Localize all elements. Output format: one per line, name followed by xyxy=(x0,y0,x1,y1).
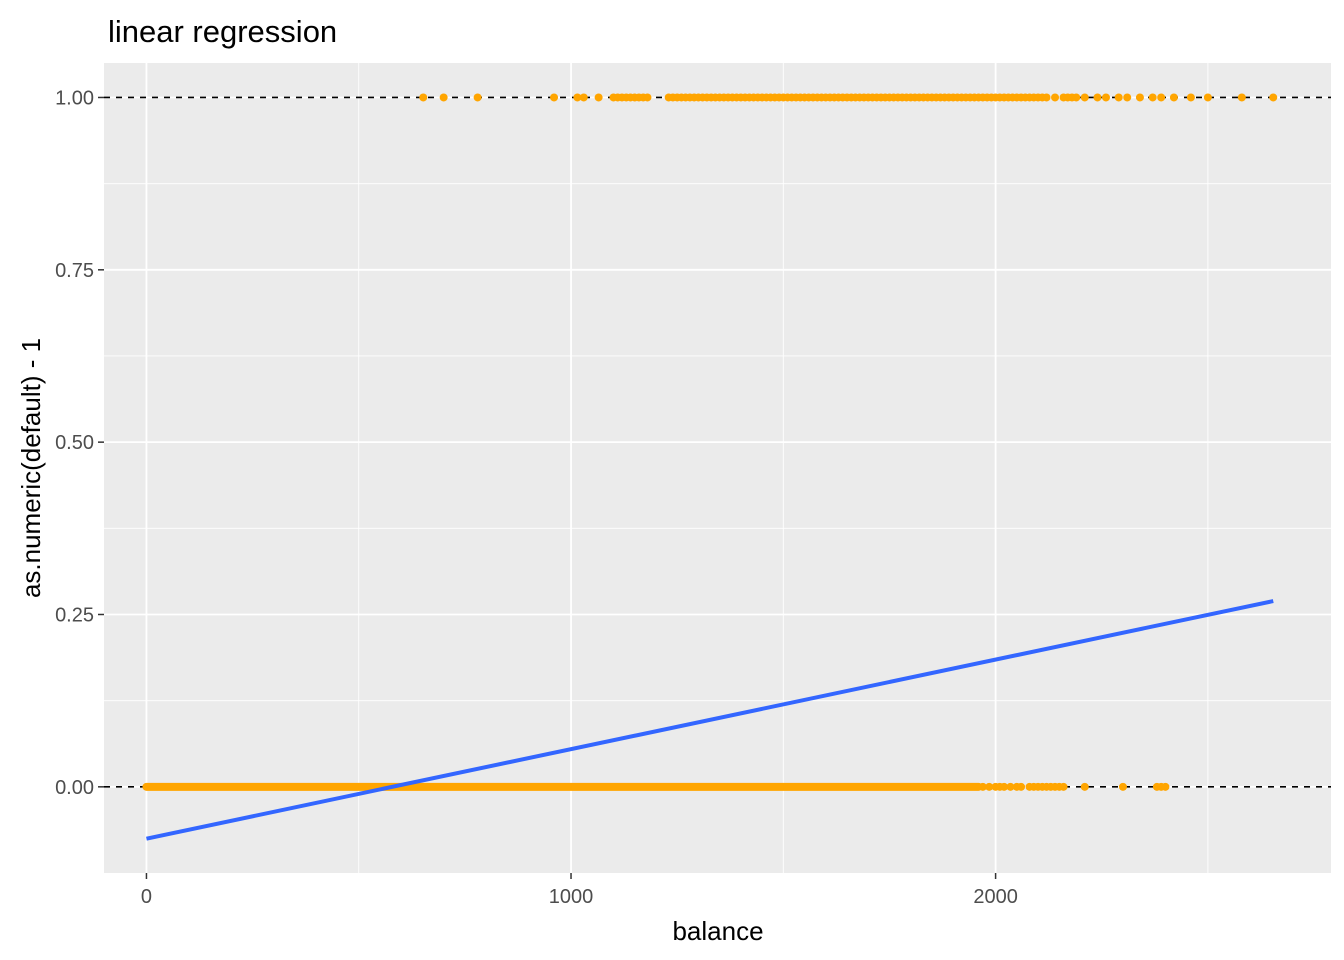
data-point xyxy=(1123,93,1132,102)
data-point xyxy=(1203,93,1212,102)
data-point xyxy=(1135,93,1144,102)
data-point xyxy=(643,93,652,102)
data-point xyxy=(1080,93,1089,102)
data-point xyxy=(1101,93,1110,102)
data-point xyxy=(439,93,448,102)
data-point xyxy=(1157,93,1166,102)
data-point xyxy=(1237,93,1246,102)
chart-title: linear regression xyxy=(108,14,337,49)
plot-panel xyxy=(104,63,1331,873)
y-axis: 0.00 0.25 0.50 0.75 1.00 xyxy=(55,87,104,799)
data-point xyxy=(978,782,987,791)
y-tick-label: 0.50 xyxy=(55,432,94,454)
x-axis: 0 1000 2000 xyxy=(141,873,1018,908)
regression-fit xyxy=(146,599,1274,841)
data-point xyxy=(1042,93,1051,102)
data-point xyxy=(1080,782,1089,791)
data-point xyxy=(1059,782,1068,791)
data-point xyxy=(1269,93,1278,102)
data-points xyxy=(142,93,1278,791)
data-point xyxy=(573,93,582,102)
data-point xyxy=(1118,782,1127,791)
data-point xyxy=(1114,93,1123,102)
data-point xyxy=(985,782,994,791)
data-point xyxy=(1006,782,1015,791)
data-point xyxy=(1148,93,1157,102)
y-tick-label: 0.75 xyxy=(55,260,94,282)
data-point xyxy=(473,93,482,102)
data-point xyxy=(1093,93,1102,102)
y-tick-label: 0.00 xyxy=(55,777,94,799)
data-point xyxy=(1017,782,1026,791)
x-tick-label: 1000 xyxy=(549,886,594,908)
data-point xyxy=(419,93,428,102)
x-axis-title: balance xyxy=(672,916,763,946)
data-point xyxy=(1186,93,1195,102)
regression-line xyxy=(146,599,1274,841)
data-point-band xyxy=(142,782,983,791)
data-point xyxy=(1000,782,1009,791)
y-tick-label: 1.00 xyxy=(55,87,94,109)
data-point xyxy=(1169,93,1178,102)
x-tick-label: 0 xyxy=(141,886,152,908)
y-tick-label: 0.25 xyxy=(55,604,94,626)
data-point xyxy=(1161,782,1170,791)
data-point xyxy=(1072,93,1081,102)
x-tick-label: 2000 xyxy=(973,886,1018,908)
data-point xyxy=(579,93,588,102)
data-point xyxy=(1051,93,1060,102)
data-point xyxy=(550,93,559,102)
y-axis-title: as.numeric(default) - 1 xyxy=(16,338,46,598)
data-point xyxy=(594,93,603,102)
